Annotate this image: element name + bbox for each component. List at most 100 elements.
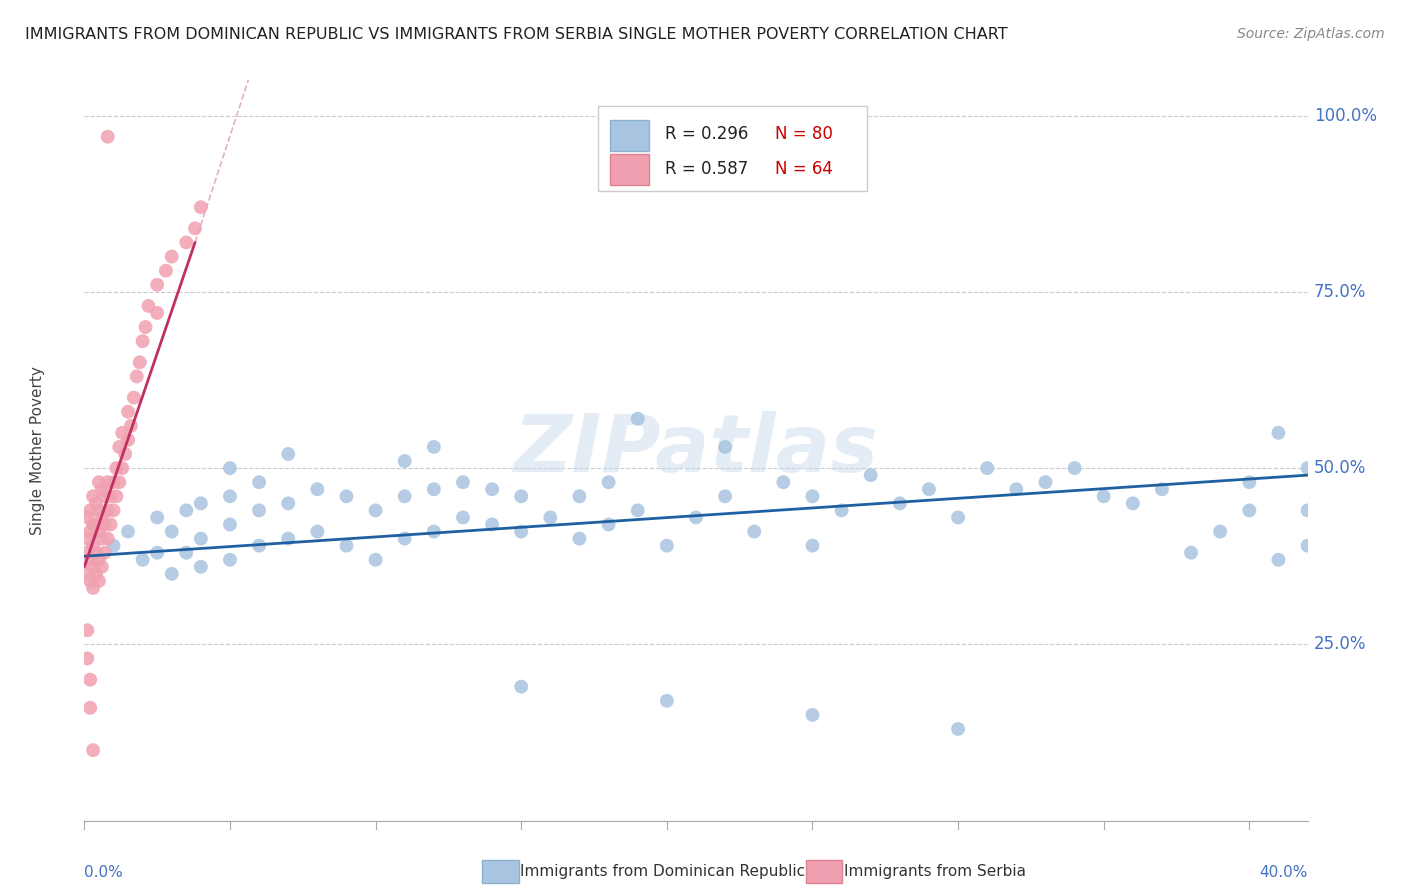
Point (87, 574, 110, 588)
Point (120, 418, 142, 433)
Point (76, 566, 98, 581)
Point (105, 489, 128, 503)
Point (79, 673, 101, 687)
Point (131, 334, 153, 348)
Point (97, 129, 120, 144)
Point (76, 546, 98, 560)
Text: 25.0%: 25.0% (1313, 635, 1367, 653)
Point (247, 475, 270, 490)
Point (131, 553, 153, 567)
Point (801, 707, 824, 722)
Point (1239, 475, 1261, 490)
Point (627, 503, 650, 517)
Point (1267, 553, 1289, 567)
Point (105, 461, 128, 475)
Point (1296, 539, 1319, 553)
Point (1239, 503, 1261, 517)
Point (174, 503, 197, 517)
Point (277, 532, 299, 546)
Point (1209, 524, 1232, 539)
Text: N = 80: N = 80 (776, 126, 834, 144)
Point (510, 489, 533, 503)
Point (481, 482, 503, 496)
Point (146, 546, 169, 560)
Point (655, 539, 678, 553)
Point (219, 461, 242, 475)
Point (335, 539, 357, 553)
Point (114, 447, 136, 461)
Point (79, 524, 101, 539)
Point (108, 440, 131, 454)
Text: IMMIGRANTS FROM DOMINICAN REPUBLIC VS IMMIGRANTS FROM SERBIA SINGLE MOTHER POVER: IMMIGRANTS FROM DOMINICAN REPUBLIC VS IM… (25, 27, 1008, 42)
Point (76, 510, 98, 524)
Point (714, 489, 737, 503)
Point (90, 482, 112, 496)
Point (82, 539, 104, 553)
FancyBboxPatch shape (610, 120, 650, 151)
Point (87, 503, 110, 517)
Point (364, 503, 387, 517)
Point (714, 440, 737, 454)
Point (82, 581, 104, 595)
Point (801, 489, 824, 503)
Point (93, 546, 115, 560)
Point (76, 624, 98, 638)
Text: N = 64: N = 64 (776, 161, 834, 178)
Point (190, 496, 212, 510)
Point (97, 503, 120, 517)
Point (97, 475, 120, 490)
Point (394, 532, 416, 546)
Point (190, 559, 212, 574)
Point (247, 503, 270, 517)
Point (1150, 482, 1173, 496)
Point (831, 503, 853, 517)
Point (598, 475, 620, 490)
Point (138, 299, 160, 313)
Point (451, 475, 474, 490)
Point (108, 475, 131, 490)
Point (423, 482, 446, 496)
Point (481, 517, 503, 532)
Point (100, 489, 122, 503)
Point (277, 447, 299, 461)
Point (90, 510, 112, 524)
Point (79, 503, 101, 517)
Point (82, 559, 104, 574)
Point (117, 524, 139, 539)
Point (801, 539, 824, 553)
Point (160, 524, 183, 539)
Point (1180, 546, 1202, 560)
Point (87, 553, 110, 567)
Text: 100.0%: 100.0% (1313, 106, 1376, 125)
Point (174, 235, 197, 250)
Point (742, 524, 765, 539)
Point (1035, 475, 1057, 490)
Text: 0.0%: 0.0% (84, 865, 124, 880)
Point (423, 524, 446, 539)
Point (84, 546, 107, 560)
Point (510, 680, 533, 694)
Point (219, 517, 242, 532)
Point (859, 468, 882, 483)
Text: R = 0.587: R = 0.587 (665, 161, 748, 178)
Point (277, 496, 299, 510)
Point (93, 517, 115, 532)
Point (451, 510, 474, 524)
Point (128, 355, 150, 369)
Point (93, 489, 115, 503)
Point (84, 496, 107, 510)
Text: 50.0%: 50.0% (1313, 459, 1367, 477)
Point (125, 369, 148, 384)
Point (685, 510, 707, 524)
Point (100, 517, 122, 532)
Point (627, 411, 650, 425)
Point (87, 524, 110, 539)
Point (82, 743, 104, 757)
Text: R = 0.296: R = 0.296 (665, 126, 749, 144)
Point (510, 524, 533, 539)
Point (146, 277, 169, 292)
Point (82, 489, 104, 503)
Point (190, 200, 212, 214)
Point (568, 489, 591, 503)
Point (111, 461, 134, 475)
